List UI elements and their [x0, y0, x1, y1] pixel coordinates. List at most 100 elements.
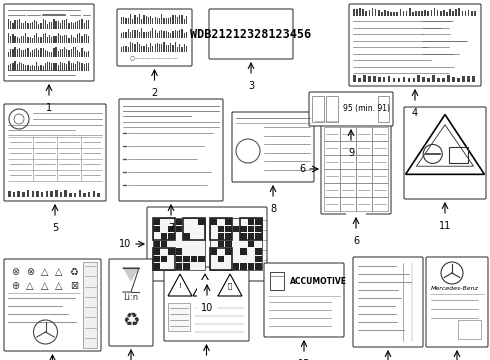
Bar	[10, 64, 11, 71]
Bar	[381, 12, 383, 16]
Bar	[71, 22, 72, 29]
Bar	[88, 36, 89, 43]
Bar	[174, 42, 176, 52]
Bar	[19, 62, 20, 71]
Bar	[43, 33, 44, 43]
Bar	[170, 43, 172, 52]
Bar	[362, 9, 364, 16]
Bar	[415, 12, 416, 16]
Bar	[29, 51, 31, 57]
Bar	[77, 50, 78, 57]
Bar	[139, 14, 140, 24]
Text: !: !	[178, 283, 181, 289]
Bar	[270, 272, 284, 290]
Bar	[247, 219, 254, 225]
Bar	[15, 20, 16, 29]
Bar	[45, 33, 46, 43]
Bar	[183, 233, 190, 240]
Bar	[146, 16, 147, 24]
Bar	[183, 263, 190, 270]
Bar	[66, 19, 68, 29]
Bar	[152, 18, 153, 24]
Bar	[64, 48, 65, 57]
Bar	[12, 23, 14, 29]
Bar	[324, 155, 340, 169]
FancyBboxPatch shape	[232, 112, 314, 182]
Bar	[210, 218, 232, 240]
Bar	[153, 219, 160, 225]
Bar	[23, 36, 25, 43]
Bar	[66, 64, 68, 71]
Bar	[79, 33, 80, 43]
Bar	[36, 190, 39, 197]
Bar	[150, 16, 151, 24]
Bar	[55, 21, 57, 29]
Bar	[73, 37, 74, 43]
Text: Li:n: Li:n	[123, 293, 139, 302]
Bar	[27, 23, 28, 29]
Bar	[462, 76, 465, 82]
Bar	[77, 21, 78, 29]
Bar	[71, 49, 72, 57]
Bar	[148, 46, 149, 52]
Bar	[176, 248, 182, 255]
Bar	[437, 10, 439, 16]
Bar	[375, 9, 376, 16]
Bar	[161, 30, 162, 38]
Bar	[17, 49, 18, 57]
Bar	[139, 32, 140, 38]
Bar	[186, 16, 187, 24]
FancyBboxPatch shape	[4, 4, 94, 81]
Bar	[471, 11, 472, 16]
Bar	[399, 9, 401, 16]
Bar	[368, 10, 370, 16]
FancyBboxPatch shape	[426, 257, 488, 347]
Text: 6: 6	[353, 236, 359, 246]
Bar	[25, 33, 26, 43]
Bar	[62, 36, 63, 43]
Bar	[47, 62, 48, 71]
Bar	[88, 63, 89, 71]
FancyBboxPatch shape	[321, 124, 391, 214]
Bar	[172, 31, 173, 38]
Bar	[403, 11, 404, 16]
Bar	[432, 75, 435, 82]
Bar	[153, 248, 175, 270]
Text: Mercedes-Benz: Mercedes-Benz	[431, 286, 479, 291]
Text: WDB21212328123456: WDB21212328123456	[191, 27, 312, 40]
Text: 95 (min. 91): 95 (min. 91)	[343, 104, 390, 113]
Text: 10: 10	[201, 303, 213, 313]
Bar	[356, 169, 372, 183]
Bar	[458, 320, 481, 339]
Bar	[240, 263, 246, 270]
Bar	[86, 52, 87, 57]
Bar	[211, 219, 217, 225]
Bar	[139, 44, 140, 52]
Bar	[83, 193, 86, 197]
Bar	[169, 233, 175, 240]
Bar	[166, 31, 167, 38]
Bar	[449, 147, 468, 163]
Bar	[452, 11, 454, 16]
Bar	[45, 63, 46, 71]
Bar	[174, 15, 176, 24]
Bar	[69, 37, 70, 43]
Bar	[69, 193, 72, 197]
Bar	[53, 19, 54, 29]
Bar	[146, 32, 147, 38]
Bar	[161, 241, 168, 247]
Bar	[49, 22, 50, 29]
Bar	[183, 256, 190, 262]
Bar	[154, 44, 156, 52]
Bar	[38, 24, 39, 29]
Bar	[225, 233, 232, 240]
Bar	[164, 18, 165, 24]
Text: ⊠: ⊠	[70, 281, 78, 291]
Bar	[62, 63, 63, 71]
Bar	[55, 36, 57, 43]
Bar	[413, 78, 415, 82]
Bar	[130, 14, 131, 24]
Bar	[21, 63, 22, 71]
Text: ACCUMOTIVE: ACCUMOTIVE	[290, 278, 347, 287]
Bar	[88, 192, 91, 197]
